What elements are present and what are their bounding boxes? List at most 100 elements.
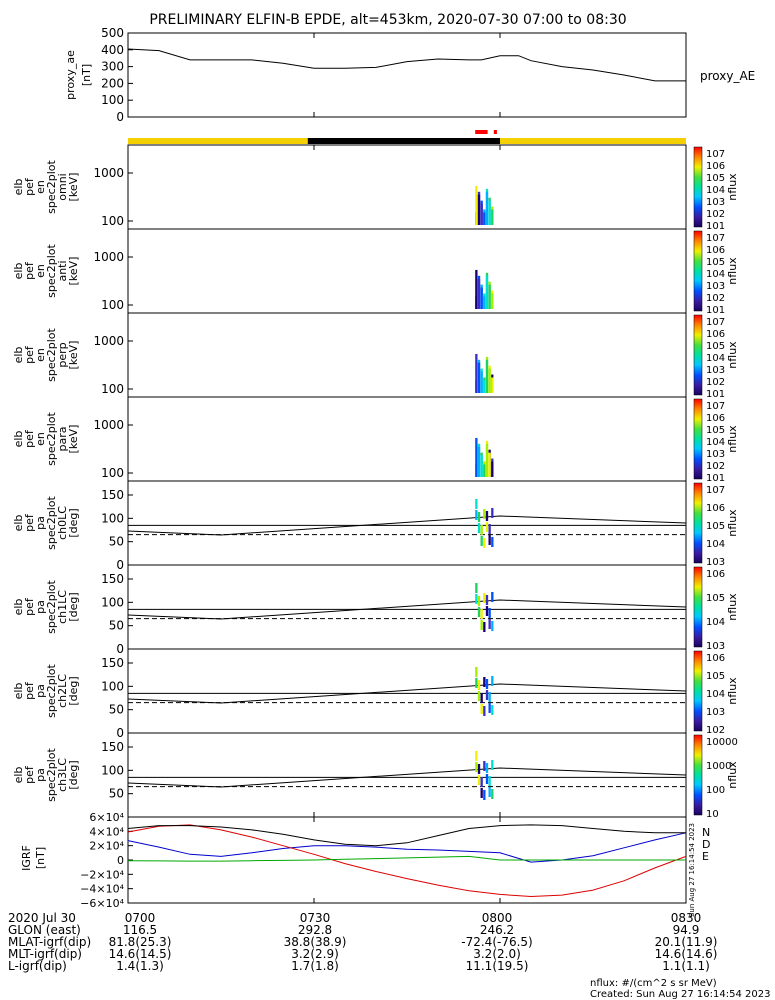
heatmap-cell <box>480 203 483 225</box>
panel-frame <box>127 732 687 818</box>
heatmap-cell <box>485 443 489 477</box>
heatmap-cell <box>480 371 483 393</box>
y-tick-label: 1000 <box>93 418 124 432</box>
colorbar-tick-label: 103 <box>706 557 725 568</box>
colorbar-tick-label: 102 <box>706 293 725 304</box>
heatmap-cell <box>477 194 481 225</box>
spectrogram-panel-ch0LC: 150 100 50 0 107 106 105 104 103 nflux <box>101 480 739 572</box>
colorbar <box>693 650 703 732</box>
footer-value: 14.6(14.6) <box>655 947 718 961</box>
heatmap-cell <box>488 452 491 477</box>
y-axis-label: spec2plot <box>45 580 58 634</box>
igrf-legend-N: N <box>702 826 710 839</box>
y-axis-label: pa <box>34 684 47 698</box>
y-tick-label: 6×10⁴ <box>89 811 124 824</box>
heatmap-cell <box>475 678 478 688</box>
colorbar-tick-label: 106 <box>706 503 725 514</box>
y-axis-label: en <box>34 180 47 194</box>
y-tick-label: 0 <box>116 558 124 572</box>
y-axis-label: pef <box>23 261 36 280</box>
colorbar-tick-label: 107 <box>706 485 725 496</box>
footer-value: 3.2(2.0) <box>473 947 521 961</box>
colorbar-tick-label: 107 <box>706 317 725 328</box>
colorbar-tick-label: 106 <box>706 653 725 664</box>
colorbar-tick-label: 105 <box>706 173 725 184</box>
heatmap-cell <box>475 583 478 593</box>
y-tick-label: 0 <box>116 110 124 124</box>
figure-title: PRELIMINARY ELFIN-B EPDE, alt=453km, 202… <box>149 12 626 28</box>
heatmap-cell <box>480 455 483 477</box>
heatmap-cell <box>480 704 483 714</box>
heatmap-cell <box>480 788 483 798</box>
colorbar-tick-label: 104 <box>706 689 725 700</box>
y-axis-label: pa <box>34 768 47 782</box>
y-axis-label: elb <box>12 683 25 700</box>
footer-value: 0830 <box>671 911 702 925</box>
y-axis-label: spec2plot <box>45 412 58 466</box>
heatmap-cell <box>477 680 481 690</box>
heatmap-cell <box>485 275 489 309</box>
panel-frame <box>127 480 687 566</box>
heatmap-cell <box>491 789 494 799</box>
heatmap-cell <box>485 191 489 225</box>
y-axis-label: en <box>34 264 47 278</box>
colorbar-tick-label: 1000 <box>706 761 731 772</box>
colorbar-tick-label: 105 <box>706 671 725 682</box>
y-tick-label: 300 <box>101 60 124 74</box>
footer-value: 0800 <box>482 911 513 925</box>
heatmap-cell <box>483 464 486 477</box>
footer-value: 1.1(1.1) <box>662 959 710 973</box>
y-tick-label: 100 <box>101 679 124 693</box>
y-tick-label: 100 <box>101 93 124 107</box>
y-axis-label: omni <box>56 173 69 200</box>
colorbar-tick-label: 105 <box>706 425 725 436</box>
proxy-ae-frame <box>127 32 687 118</box>
colorbar-tick-label: 102 <box>706 377 725 388</box>
y-axis-label: [keV] <box>67 425 80 454</box>
igrf-line-D <box>127 824 687 898</box>
y-axis-label: para <box>56 427 69 452</box>
y-axis-label: [deg] <box>67 592 80 621</box>
y-axis-label: [keV] <box>67 257 80 286</box>
heatmap-cell <box>477 691 481 701</box>
heatmap-cell <box>480 609 483 619</box>
heatmap-cell <box>475 353 478 393</box>
igrf-line-N <box>127 832 687 863</box>
y-axis-label: spec2plot <box>45 664 58 718</box>
y-axis-label: [deg] <box>67 760 80 789</box>
y-axis-label: ch3LC <box>56 758 69 792</box>
y-axis-label: spec2plot <box>45 160 58 214</box>
panel-frame <box>127 228 687 314</box>
heatmap-cell <box>480 525 483 535</box>
heatmap-cell <box>477 446 481 477</box>
heatmap-cell <box>480 620 483 630</box>
colorbar-label: nflux <box>726 509 739 537</box>
y-axis-label: spec2plot <box>45 244 58 298</box>
footer-value: 11.1(19.5) <box>466 959 529 973</box>
y-tick-label: 50 <box>109 535 124 549</box>
y-axis-label: pef <box>23 765 36 784</box>
heatmap-cell <box>491 592 494 602</box>
colorbar-tick-label: 104 <box>706 353 725 364</box>
y-tick-label: −6×10⁴ <box>80 897 124 910</box>
footer-value: -72.4(-76.5) <box>461 935 532 949</box>
proxy-ae-line <box>127 48 686 82</box>
y-tick-label: −2×10⁴ <box>80 868 124 881</box>
y-axis-label: perp <box>56 342 69 367</box>
y-axis-label: elb <box>12 515 25 532</box>
colorbar-tick-label: 106 <box>706 329 725 340</box>
colorbar-tick-label: 106 <box>706 245 725 256</box>
heatmap-cell <box>483 380 486 393</box>
heatmap-cell <box>488 787 491 797</box>
panel-frame <box>127 312 687 398</box>
colorbar-tick-label: 105 <box>706 593 725 604</box>
colorbar-tick-label: 104 <box>706 437 725 448</box>
heatmap-cell <box>475 594 478 604</box>
y-axis-label: pef <box>23 429 36 448</box>
spectrogram-panel-ch1LC: 150 100 50 0 106 105 104 103 nflux <box>101 564 739 656</box>
y-tick-label: 50 <box>109 787 124 801</box>
